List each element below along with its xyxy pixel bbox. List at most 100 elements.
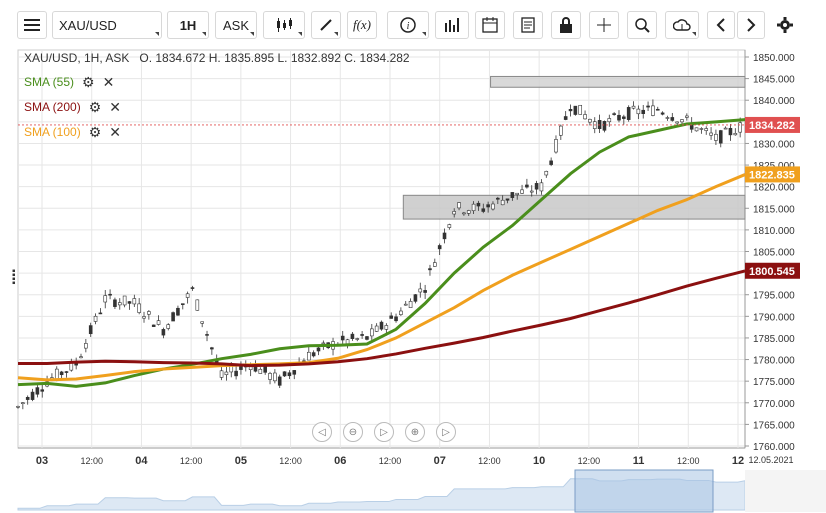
candle-body — [471, 203, 476, 212]
y-tick-label: 1850.000 — [753, 53, 795, 64]
candle-body — [273, 372, 277, 382]
candle-body — [156, 320, 161, 325]
plot-area[interactable] — [17, 49, 746, 449]
lock-button[interactable] — [551, 11, 581, 39]
symbol-selector[interactable]: XAU/USD — [52, 11, 162, 39]
candle-body — [617, 114, 621, 121]
candle-body — [534, 183, 539, 190]
svg-text:i: i — [407, 21, 410, 32]
x-tick-label: 12:00 — [478, 456, 501, 466]
candle-body — [559, 125, 563, 136]
candle-body — [675, 121, 679, 124]
candle-body — [433, 262, 437, 267]
gear-icon[interactable]: ⚙ — [88, 123, 102, 140]
candle-body — [655, 108, 660, 111]
close-icon[interactable]: ✕ — [102, 73, 115, 90]
zoom-out-button[interactable]: ⊖ — [343, 422, 363, 442]
candle-body — [35, 387, 40, 395]
function-button[interactable]: f(x) — [347, 11, 377, 39]
indicator-sma-100[interactable]: SMA (100) ⚙ ✕ — [24, 124, 121, 140]
candle-body — [374, 325, 379, 332]
y-tick-label: 1760.000 — [753, 442, 795, 453]
candle-body — [176, 307, 180, 316]
candle-body — [718, 130, 723, 144]
zoom-button[interactable] — [627, 11, 657, 39]
info-button[interactable]: i — [387, 11, 429, 39]
candle-body — [389, 315, 393, 319]
gear-icon[interactable]: ⚙ — [82, 73, 95, 90]
menu-button[interactable] — [17, 11, 47, 39]
candle-body — [151, 324, 156, 327]
x-tick-label: 03 — [36, 455, 48, 467]
y-tick-label: 1815.000 — [753, 204, 795, 215]
candle-body — [452, 211, 457, 215]
candle-body — [103, 295, 108, 303]
info-icon: i — [400, 17, 416, 33]
scroll-right-button[interactable]: ▷ — [436, 422, 456, 442]
candle-body — [268, 373, 272, 380]
price-label: 1822.835 — [749, 169, 795, 181]
candle-body — [98, 312, 103, 315]
x-tick-label: 11 — [633, 455, 645, 467]
next-button[interactable] — [737, 11, 765, 39]
price-side-selector[interactable]: ASK — [215, 11, 257, 39]
candle-body — [525, 184, 529, 188]
indicator-sma-55[interactable]: SMA (55) ⚙ ✕ — [24, 74, 114, 90]
navigator-window[interactable] — [574, 469, 714, 513]
candle-body — [437, 245, 442, 250]
timeframe-selector[interactable]: 1H — [167, 11, 209, 39]
candle-body — [370, 328, 374, 337]
calendar-button[interactable] — [475, 11, 505, 39]
candle-body — [636, 108, 641, 115]
candle-body — [651, 105, 655, 116]
candle-body — [646, 105, 650, 108]
x-tick-label: 12:00 — [80, 456, 103, 466]
x-tick-label: 12 — [732, 455, 744, 467]
candle-body — [277, 376, 282, 386]
candle-body — [40, 389, 45, 392]
candle-body — [573, 105, 578, 115]
candle-body — [723, 127, 728, 130]
indicator-label: SMA (100) — [24, 125, 81, 139]
candle-body — [680, 119, 684, 123]
price-label-bg — [745, 116, 800, 133]
indicator-sma-200[interactable]: SMA (200) ⚙ ✕ — [24, 99, 121, 115]
price-label-bg — [745, 166, 800, 183]
candle-body — [142, 316, 146, 319]
draw-button[interactable] — [311, 11, 341, 39]
y-tick-label: 1830.000 — [753, 139, 795, 150]
candle-body — [462, 212, 466, 215]
scroll-left-button[interactable]: ◁ — [312, 422, 332, 442]
candle-body — [355, 338, 360, 340]
gear-icon[interactable]: ⚙ — [88, 98, 102, 115]
settings-button[interactable] — [771, 11, 799, 39]
close-icon[interactable]: ✕ — [109, 98, 121, 115]
price-label: 1834.282 — [749, 120, 795, 132]
report-button[interactable] — [513, 11, 543, 39]
y-tick-label: 1785.000 — [753, 334, 795, 345]
zoom-in-button[interactable]: ⊕ — [405, 422, 425, 442]
candle-body — [321, 342, 326, 345]
candle-body — [685, 115, 689, 118]
sma-line — [17, 118, 746, 388]
prev-button[interactable] — [707, 11, 735, 39]
resize-handle[interactable]: ▪ ▪ ▪ ▪ — [12, 266, 16, 289]
candle-body — [311, 352, 316, 357]
chart-type-button[interactable] — [263, 11, 305, 39]
report-icon — [521, 17, 535, 33]
candle-body — [660, 112, 665, 115]
candle-body — [597, 120, 602, 130]
close-icon[interactable]: ✕ — [109, 123, 121, 140]
price-label: 1800.545 — [749, 266, 795, 278]
cloud-button[interactable] — [665, 11, 699, 39]
candle-body — [171, 312, 175, 322]
candle-body — [229, 365, 234, 373]
candle-body — [641, 109, 646, 114]
chevron-down-icon — [334, 32, 338, 36]
candle-body — [583, 114, 587, 120]
reset-zoom-button[interactable]: ▷ — [374, 422, 394, 442]
candle-body — [345, 339, 350, 345]
volume-button[interactable] — [435, 11, 469, 39]
crosshair-button[interactable] — [589, 11, 619, 39]
